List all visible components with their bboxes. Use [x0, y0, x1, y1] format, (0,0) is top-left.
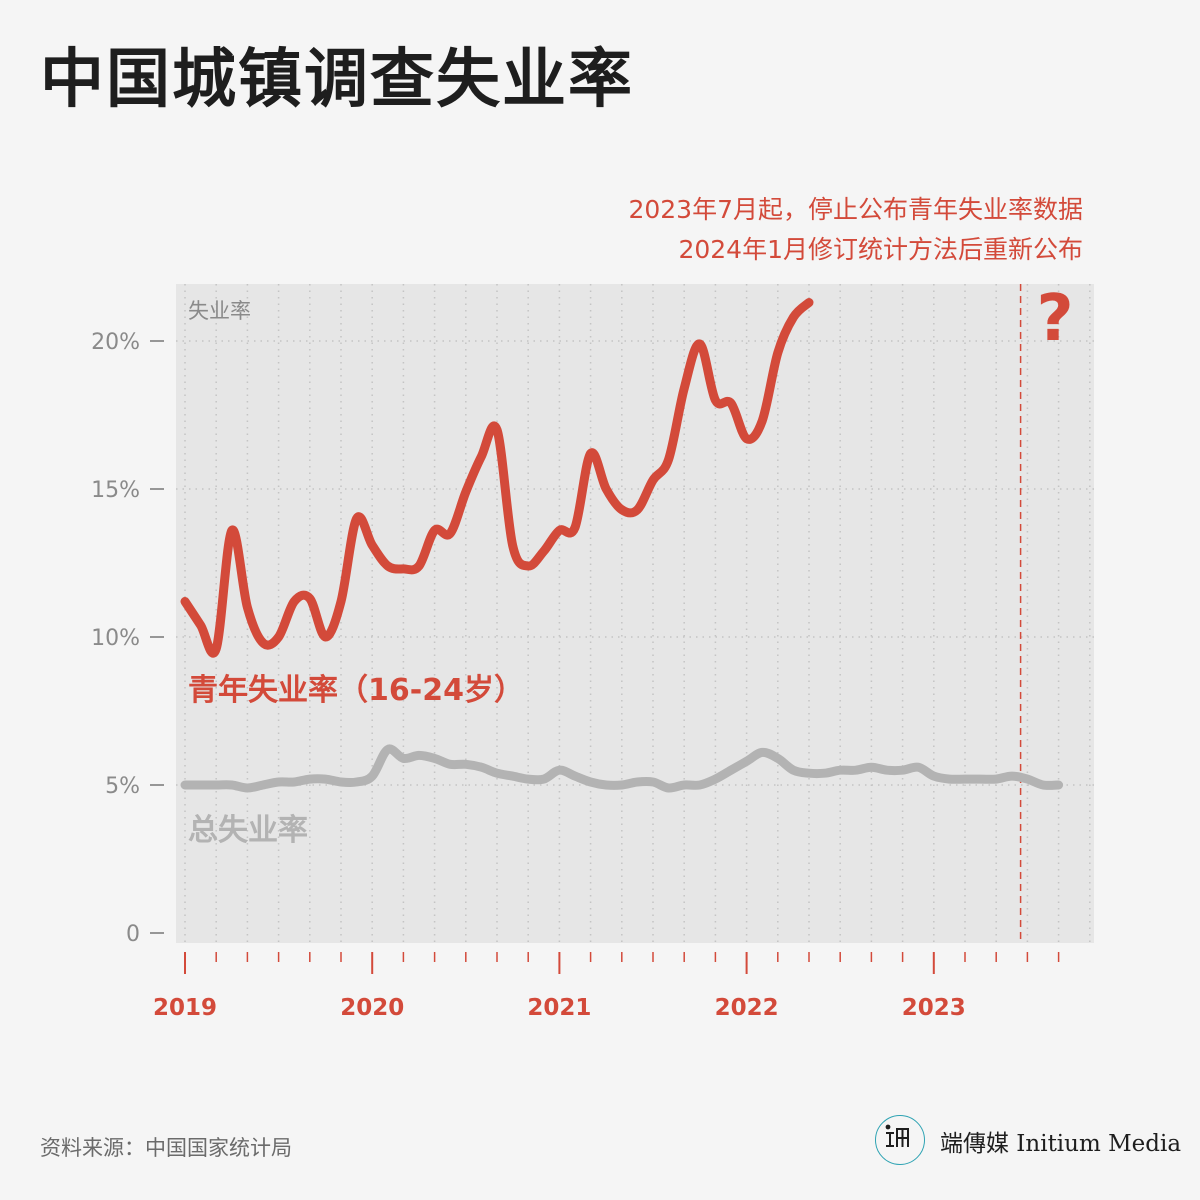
initium-logo-icon: [875, 1115, 925, 1165]
source-note: 资料来源：中国国家统计局: [40, 1136, 292, 1160]
y-tick-label: 0: [126, 922, 140, 947]
y-tick-label: 20%: [91, 330, 140, 355]
youth-unemployment-line: [180, 298, 814, 658]
x-tick-label: 2021: [527, 995, 591, 1021]
total-series-label: 总失业率: [188, 813, 308, 848]
note-line-1: 2023年7月起，停止公布青年失业率数据: [628, 195, 1083, 224]
y-axis-label: 失业率: [188, 299, 251, 323]
x-tick-label: 2023: [902, 995, 966, 1021]
x-tick-label: 2019: [153, 995, 217, 1021]
chart-title: 中国城镇调查失业率: [40, 43, 634, 117]
logo-glyph-icon: [885, 1124, 909, 1147]
data-gap-marker: ?: [1036, 282, 1073, 356]
y-tick-label: 10%: [91, 626, 140, 651]
x-tick-label: 2020: [340, 995, 404, 1021]
y-tick-label: 15%: [91, 478, 140, 503]
y-tick-label: 5%: [105, 774, 140, 799]
total-unemployment-line: [180, 744, 1064, 793]
x-tick-label: 2022: [715, 995, 779, 1021]
plot-area: [176, 284, 1094, 943]
youth-series-label: 青年失业率（16-24岁）: [188, 673, 524, 708]
note-line-2: 2024年1月修订统计方法后重新公布: [678, 235, 1083, 264]
annotation-notes: 2023年7月起，停止公布青年失业率数据 2024年1月修订统计方法后重新公布: [628, 190, 1083, 270]
brand-name: 端傳媒 Initium Media: [940, 1131, 1182, 1157]
